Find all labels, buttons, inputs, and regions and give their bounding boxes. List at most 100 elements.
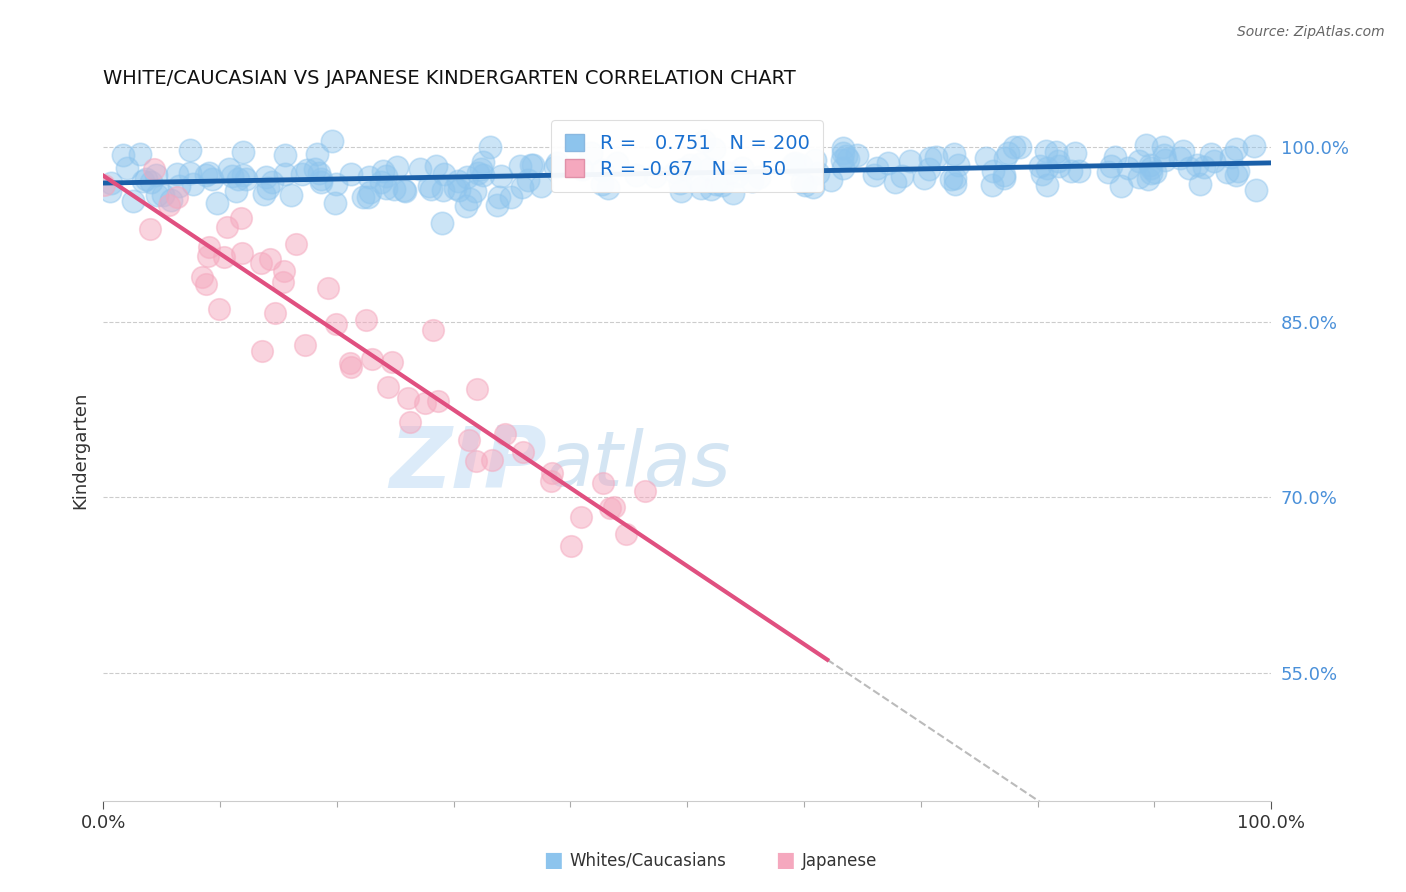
Point (918, 161, 941, 176)
Point (413, 396, 436, 410)
Point (143, 161, 166, 176)
Point (697, 162, 720, 177)
Point (1194, 160, 1216, 174)
Point (679, 158, 702, 172)
Point (197, 249, 219, 263)
Point (1036, 178, 1059, 192)
Point (422, 323, 444, 337)
Point (121, 194, 143, 209)
Point (997, 146, 1019, 161)
Point (512, 444, 534, 458)
Point (704, 177, 727, 191)
Point (1225, 169, 1247, 183)
Point (837, 152, 859, 166)
Point (295, 162, 318, 177)
Point (179, 166, 201, 180)
Point (179, 143, 201, 157)
Text: atlas: atlas (547, 428, 731, 501)
Point (250, 343, 273, 358)
Point (1244, 183, 1267, 197)
Point (891, 169, 914, 184)
Point (845, 147, 868, 161)
Point (1137, 171, 1160, 186)
Point (291, 167, 314, 181)
Point (456, 199, 478, 213)
Point (790, 157, 813, 171)
Point (544, 161, 567, 175)
Point (522, 158, 544, 172)
Point (863, 168, 886, 182)
Point (703, 142, 725, 156)
Point (432, 183, 454, 197)
Point (409, 162, 432, 177)
Point (100, 176, 122, 190)
Point (592, 162, 614, 177)
Point (359, 186, 381, 200)
Point (152, 187, 174, 202)
Point (1128, 154, 1150, 169)
Point (166, 189, 188, 203)
Point (520, 158, 543, 172)
Point (339, 356, 361, 370)
Point (516, 172, 538, 186)
Text: WHITE/CAUCASIAN VS JAPANESE KINDERGARTEN CORRELATION CHART: WHITE/CAUCASIAN VS JAPANESE KINDERGARTEN… (103, 69, 796, 87)
Text: ■: ■ (775, 850, 794, 870)
Point (128, 147, 150, 161)
Point (377, 380, 399, 394)
Point (465, 382, 488, 396)
Point (323, 195, 346, 210)
Text: Source: ZipAtlas.com: Source: ZipAtlas.com (1237, 25, 1385, 39)
Point (1060, 164, 1083, 178)
Point (318, 281, 340, 295)
Y-axis label: Kindergarten: Kindergarten (72, 392, 89, 509)
Point (942, 146, 965, 161)
Point (994, 152, 1017, 166)
Point (1185, 158, 1208, 172)
Point (804, 153, 827, 167)
Point (321, 134, 343, 148)
Point (1139, 158, 1161, 172)
Point (115, 161, 138, 175)
Point (250, 256, 273, 270)
Point (478, 140, 501, 154)
Point (943, 171, 966, 186)
Point (325, 177, 347, 191)
Point (354, 313, 377, 327)
Point (253, 186, 276, 201)
Point (624, 168, 647, 182)
Point (782, 156, 804, 170)
Point (540, 474, 562, 488)
Point (181, 177, 204, 191)
Point (195, 277, 218, 292)
Point (794, 178, 817, 193)
Point (807, 165, 830, 179)
Point (835, 149, 858, 163)
Point (579, 146, 602, 161)
Point (146, 188, 169, 202)
Point (529, 178, 551, 193)
Point (167, 179, 190, 194)
Point (832, 141, 855, 155)
Point (229, 211, 252, 225)
Point (472, 154, 495, 169)
Text: ■: ■ (543, 850, 562, 870)
Point (877, 155, 900, 169)
Point (486, 197, 509, 211)
Point (721, 186, 744, 200)
Point (371, 163, 394, 178)
Point (381, 355, 404, 369)
Point (285, 237, 308, 252)
Point (1227, 163, 1250, 178)
Point (1099, 159, 1122, 173)
Point (831, 161, 853, 175)
Point (232, 168, 254, 182)
Point (135, 172, 157, 186)
Point (273, 264, 295, 278)
Point (195, 168, 218, 182)
Point (591, 177, 613, 191)
Point (111, 147, 134, 161)
Point (898, 154, 921, 169)
Point (981, 164, 1004, 178)
Point (1225, 142, 1247, 156)
Point (218, 162, 240, 177)
